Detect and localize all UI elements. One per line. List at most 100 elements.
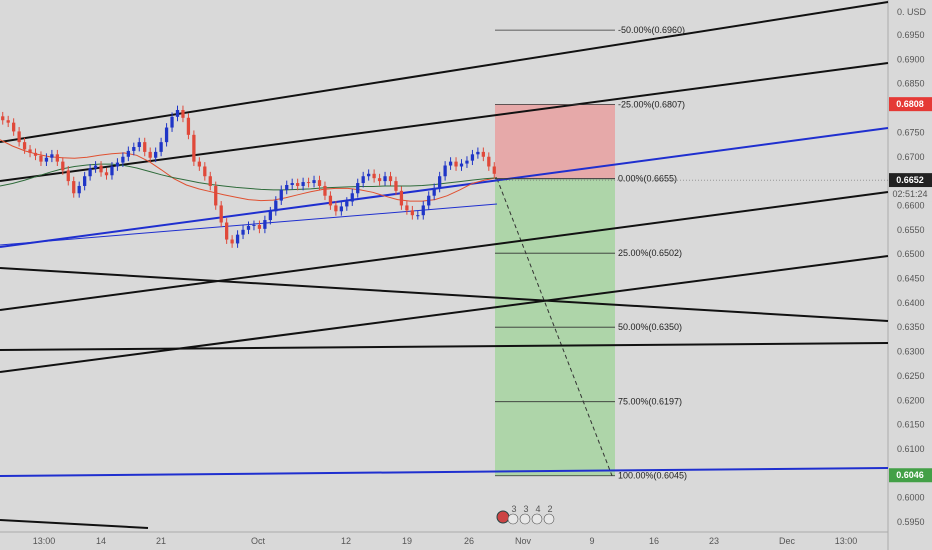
candle-body [66,170,70,182]
trendline[interactable] [0,267,889,322]
x-tick-label: 19 [402,536,412,546]
last-price-badge-text: 0.6652 [896,175,924,185]
flag-icon[interactable] [507,513,519,525]
candle-body [427,195,431,206]
candle-body [383,176,387,182]
y-axis-ticks: 0. USD 0.69500.69000.68500.68000.67500.6… [897,7,927,527]
candle-body [148,151,152,158]
y-tick-label: 0.6100 [897,444,925,454]
candle-body [470,154,475,161]
candle-body [230,239,234,244]
x-tick-label: 9 [589,536,594,546]
flag-icon[interactable] [519,513,531,525]
event-count: 3 [523,504,528,514]
trendline[interactable] [0,467,889,477]
candle-body [432,187,436,196]
candle-body [263,220,267,229]
candle-body [350,193,354,202]
candle-body [377,178,382,182]
candle-body [301,182,305,186]
y-tick-label: 0.6700 [897,152,925,162]
trendline[interactable] [0,1,889,143]
candlesticks [1,105,496,248]
stop-price-badge-text: 0.6808 [896,99,924,109]
y-tick-label: 0.6150 [897,420,925,430]
time-axis[interactable] [0,532,888,550]
candle-body [388,176,393,182]
x-tick-label: 13:00 [33,536,56,546]
event-count: 4 [535,504,540,514]
candle-body [465,160,469,164]
trendline[interactable] [0,519,149,529]
candle-body [367,173,371,177]
candle-body [186,117,191,135]
x-axis-ticks: 13:00 14 21 Oct 12 19 26 Nov 9 16 23 Dec 13:00 [33,536,858,546]
candle-body [55,154,59,162]
flag-icon[interactable] [496,510,510,524]
position-tool[interactable] [495,104,615,476]
x-tick-label: 16 [649,536,659,546]
stop-loss-zone[interactable] [495,104,615,179]
y-tick-label: 0.6550 [897,225,925,235]
candle-body [487,156,491,167]
trendline[interactable] [0,191,889,311]
x-tick-label: 12 [341,536,351,546]
candle-body [83,176,87,186]
y-tick-label: 0.6350 [897,322,925,332]
y-tick-label: 0.6300 [897,347,925,357]
y-tick-label: 0.5950 [897,517,925,527]
candle-body [61,161,65,171]
candle-body [317,180,322,186]
candle-body [323,185,327,196]
candle-body [28,149,32,153]
x-tick-label: Oct [251,536,266,546]
x-tick-label: 14 [96,536,106,546]
trendline[interactable] [0,342,889,351]
fib-level-label: -50.00%(0.6960) [618,25,685,35]
candle-body [33,152,38,156]
candle-body [77,185,81,194]
y-tick-label: 0.6600 [897,200,925,210]
y-tick-label: 0.6450 [897,274,925,284]
y-tick-label: 0.6250 [897,371,925,381]
candle-body [356,183,360,194]
candle-body [257,224,262,229]
event-count: 3 [511,504,516,514]
candle-body [159,142,163,152]
flag-icon[interactable] [543,513,555,525]
candle-body [416,215,420,217]
x-tick-label: Nov [515,536,532,546]
candle-body [143,142,147,152]
trendline[interactable] [0,127,889,248]
countdown-badge [889,187,932,202]
trendline[interactable] [0,255,889,373]
y-tick-label: 0.6500 [897,249,925,259]
candle-body [219,205,223,223]
candle-body [481,151,485,157]
candle-body [126,150,130,157]
candle-body [110,166,114,176]
fib-level-label: -25.00%(0.6807) [618,100,685,110]
candle-body [279,189,283,201]
y-tick-label: 0.6000 [897,493,925,503]
x-tick-label: 23 [709,536,719,546]
y-tick-label: 0.6950 [897,30,925,40]
candle-body [306,182,311,184]
fib-level-label: 0.00%(0.6655) [618,174,677,184]
candle-body [285,184,289,190]
moving-averages [0,139,498,202]
candle-body [394,181,398,191]
x-tick-label: 21 [156,536,166,546]
candle-body [448,161,453,166]
flag-icon[interactable] [531,513,543,525]
candle-body [115,162,120,167]
fibonacci-levels[interactable]: -50.00%(0.6960) -25.00%(0.6807) 0.00%(0.66… [495,25,687,481]
event-count: 2 [547,504,552,514]
candle-body [328,195,333,206]
candle-body [99,165,103,173]
candle-body [17,131,21,143]
fib-level-label: 25.00%(0.6502) [618,248,682,258]
price-axis[interactable] [888,0,932,550]
